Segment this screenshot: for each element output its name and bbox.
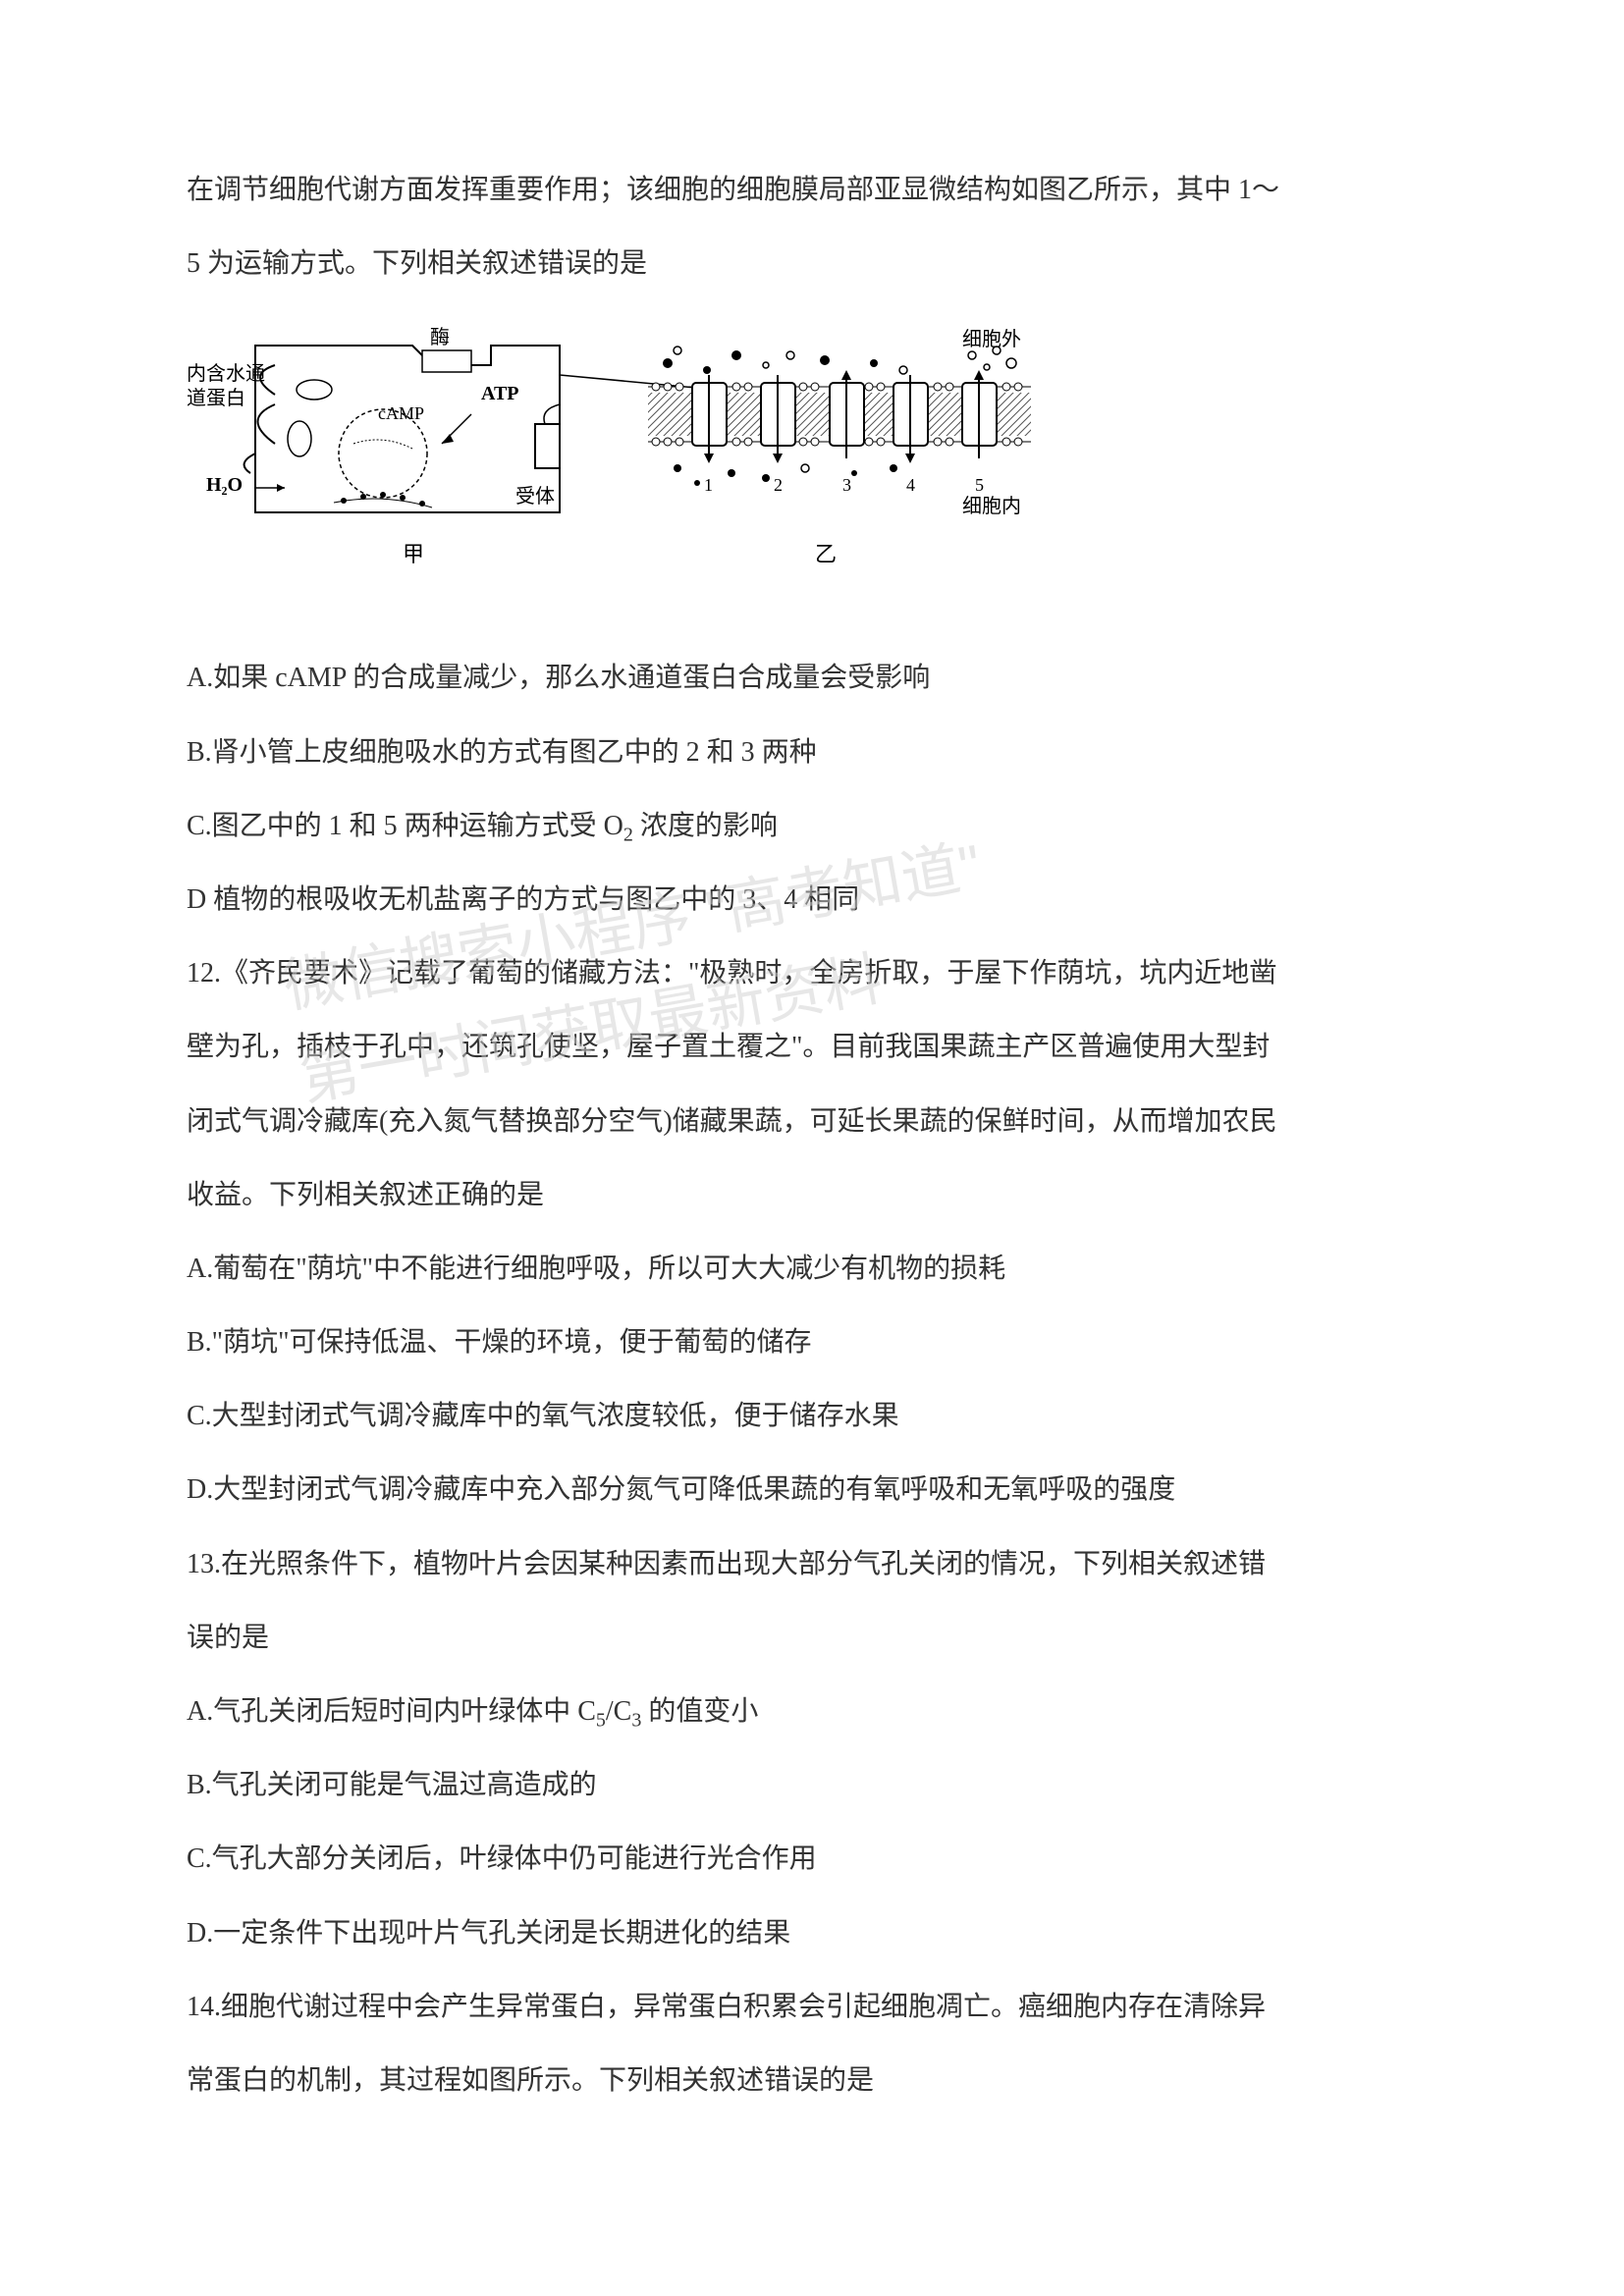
q11-option-b: B.肾小管上皮细胞吸水的方式有图乙中的 2 和 3 两种 bbox=[187, 720, 1437, 785]
label-5: 5 bbox=[975, 475, 984, 495]
q13-line-2: 误的是 bbox=[187, 1605, 1437, 1671]
intro-line-2: 5 为运输方式。下列相关叙述错误的是 bbox=[187, 231, 1437, 296]
q12-line-1: 12.《齐民要术》记载了葡萄的储藏方法："极熟时，全房折取，于屋下作荫坑，坑内近… bbox=[187, 940, 1437, 1006]
label-3: 3 bbox=[842, 475, 851, 495]
exam-page: 在调节细胞代谢方面发挥重要作用；该细胞的细胞膜局部亚显微结构如图乙所示，其中 1… bbox=[0, 0, 1624, 2219]
q13-option-b: B.气孔关闭可能是气温过高造成的 bbox=[187, 1752, 1437, 1818]
q11-option-a: A.如果 cAMP 的合成量减少，那么水通道蛋白合成量会受影响 bbox=[187, 645, 1437, 711]
q13-option-a: A.气孔关闭后短时间内叶绿体中 C5/C3 的值变小 bbox=[187, 1679, 1437, 1744]
q11-option-d: D 植物的根吸收无机盐离子的方式与图乙中的 3、4 相同 bbox=[187, 867, 1437, 933]
q13-option-d: D.一定条件下出现叶片气孔关闭是长期进化的结果 bbox=[187, 1900, 1437, 1966]
label-yi: 乙 bbox=[815, 542, 837, 566]
q13a-pre: A.气孔关闭后短时间内叶绿体中 C bbox=[187, 1696, 596, 1727]
q11c-sub: 2 bbox=[623, 824, 633, 845]
q12-option-d: D.大型封闭式气调冷藏库中充入部分氮气可降低果蔬的有氧呼吸和无氧呼吸的强度 bbox=[187, 1457, 1437, 1522]
q13a-sub1: 5 bbox=[596, 1710, 606, 1732]
q11c-post: 浓度的影响 bbox=[633, 811, 778, 841]
label-4: 4 bbox=[906, 475, 915, 495]
label-2: 2 bbox=[774, 475, 783, 495]
q13a-sub2: 3 bbox=[631, 1710, 641, 1732]
label-aquaporin-2: 道蛋白 bbox=[187, 387, 245, 409]
q14-line-1: 14.细胞代谢过程中会产生异常蛋白，异常蛋白积累会引起细胞凋亡。癌细胞内存在清除… bbox=[187, 1974, 1437, 2040]
q11c-pre: C.图乙中的 1 和 5 两种运输方式受 O bbox=[187, 811, 623, 841]
q12-option-a: A.葡萄在"荫坑"中不能进行细胞呼吸，所以可大大减少有机物的损耗 bbox=[187, 1236, 1437, 1302]
q11-option-c: C.图乙中的 1 和 5 两种运输方式受 O2 浓度的影响 bbox=[187, 793, 1437, 859]
figure-diagram: 内含水通 道蛋白 H₂O 酶 ATP cAMP 受体 甲 bbox=[187, 316, 1090, 615]
label-atp: ATP bbox=[481, 383, 519, 404]
q13-option-c: C.气孔大部分关闭后，叶绿体中仍可能进行光合作用 bbox=[187, 1826, 1437, 1892]
q13-line-1: 13.在光照条件下，植物叶片会因某种因素而出现大部分气孔关闭的情况，下列相关叙述… bbox=[187, 1531, 1437, 1597]
intro-line-1: 在调节细胞代谢方面发挥重要作用；该细胞的细胞膜局部亚显微结构如图乙所示，其中 1… bbox=[187, 157, 1437, 223]
label-outside: 细胞外 bbox=[962, 328, 1021, 350]
q12-line-4: 收益。下列相关叙述正确的是 bbox=[187, 1162, 1437, 1228]
label-camp: cAMP bbox=[378, 403, 424, 423]
biology-diagram-svg: 内含水通 道蛋白 H₂O 酶 ATP cAMP 受体 甲 bbox=[187, 316, 1090, 611]
label-h2o: H₂O bbox=[206, 474, 243, 496]
q12-option-c: C.大型封闭式气调冷藏库中的氧气浓度较低，便于储存水果 bbox=[187, 1383, 1437, 1449]
q12-option-b: B."荫坑"可保持低温、干燥的环境，便于葡萄的储存 bbox=[187, 1309, 1437, 1375]
label-inside: 细胞内 bbox=[962, 495, 1021, 517]
label-1: 1 bbox=[704, 475, 713, 495]
q14-line-2: 常蛋白的机制，其过程如图所示。下列相关叙述错误的是 bbox=[187, 2048, 1437, 2113]
q12-line-2: 壁为孔，插枝于孔中，还筑孔使坚，屋子置土覆之"。目前我国果蔬主产区普遍使用大型封 bbox=[187, 1014, 1437, 1080]
label-enzyme: 酶 bbox=[430, 326, 450, 348]
label-jia: 甲 bbox=[403, 542, 424, 566]
q13a-mid: /C bbox=[606, 1696, 631, 1727]
q12-line-3: 闭式气调冷藏库(充入氮气替换部分空气)储藏果蔬，可延长果蔬的保鲜时间，从而增加农… bbox=[187, 1089, 1437, 1154]
label-receptor: 受体 bbox=[515, 485, 555, 507]
label-aquaporin-1: 内含水通 bbox=[187, 362, 265, 385]
q13a-post: 的值变小 bbox=[641, 1696, 758, 1727]
